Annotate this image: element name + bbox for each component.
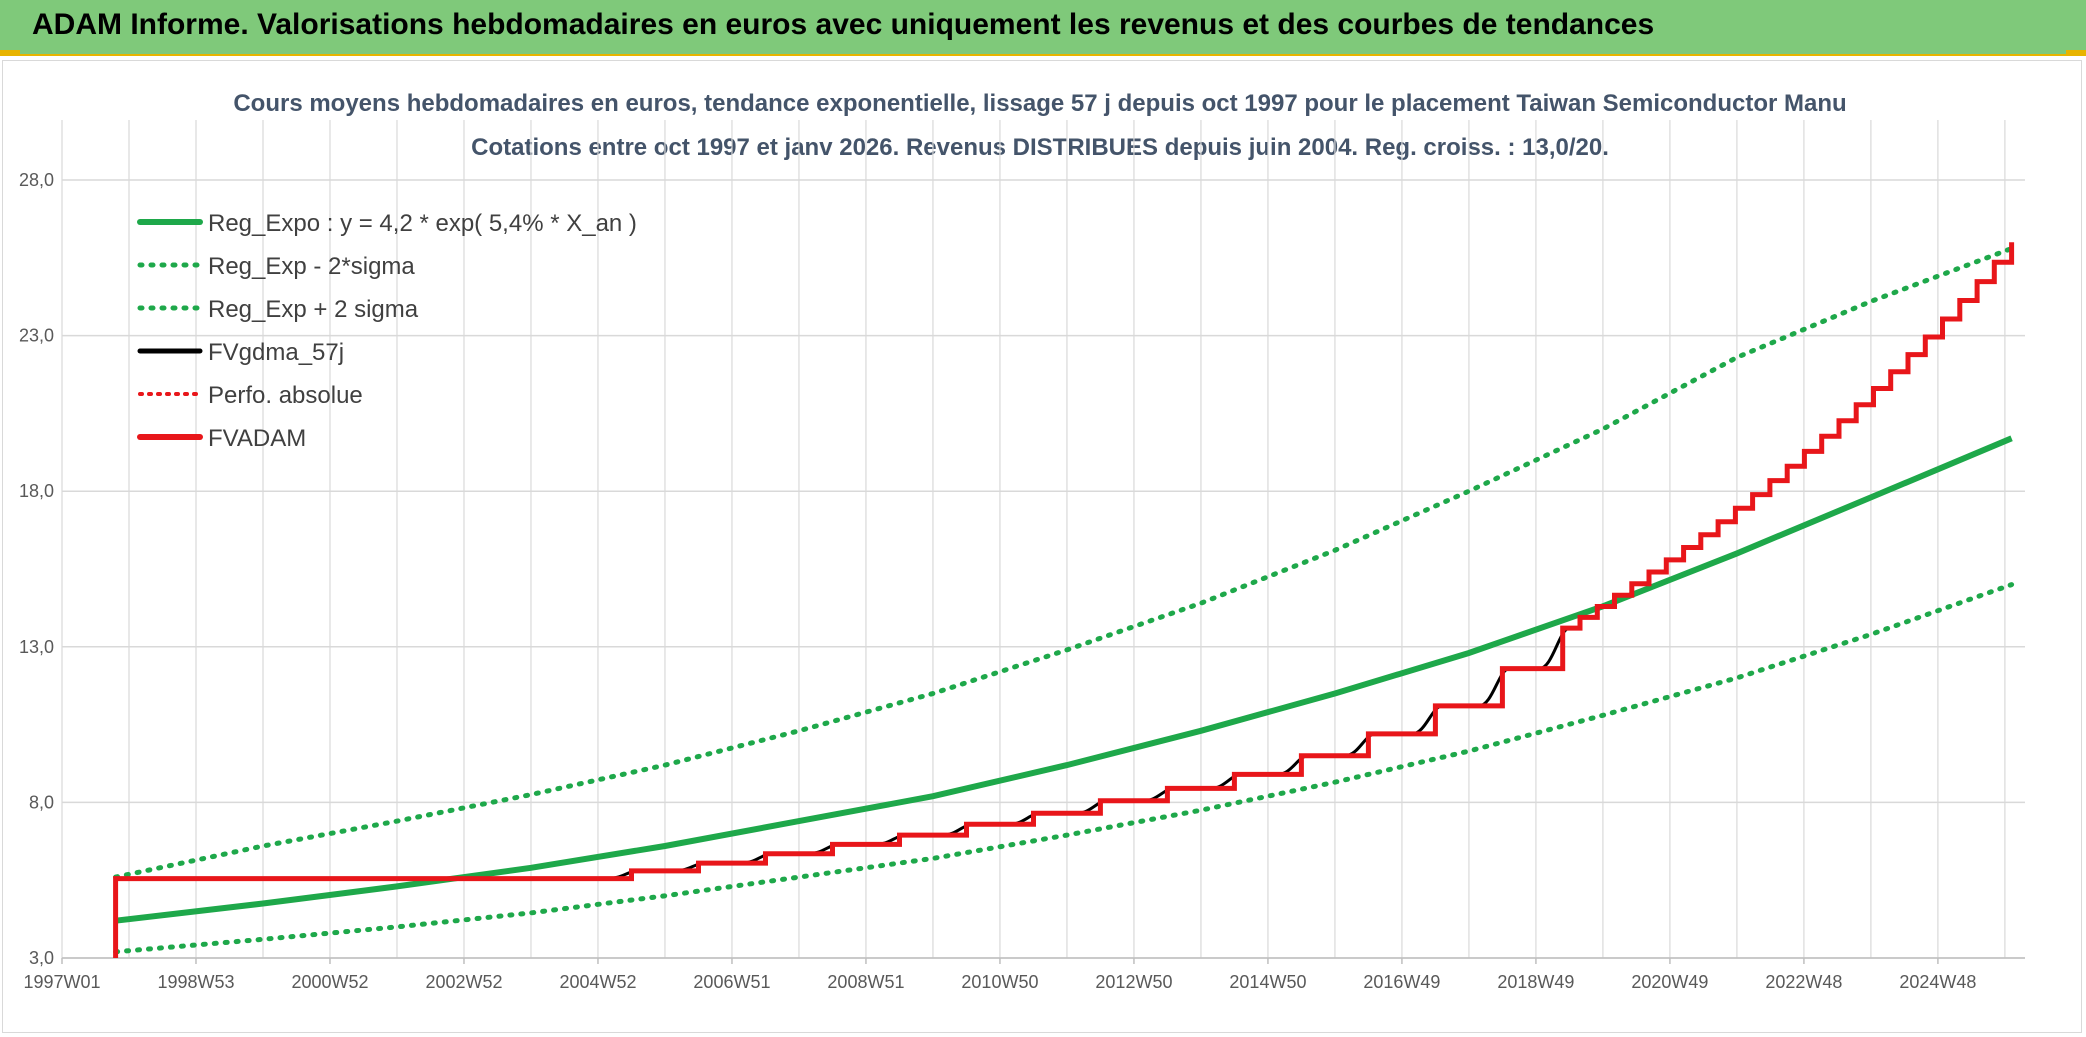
x-tick-label: 2008W51 <box>827 972 904 992</box>
chart-frame <box>2 60 2082 1033</box>
x-tick-label: 2022W48 <box>1765 972 1842 992</box>
chart-series <box>113 242 2015 958</box>
y-tick-label: 3,0 <box>29 948 54 968</box>
legend-label: FVADAM <box>208 425 306 452</box>
series-reg-plus-2sigma <box>113 246 2015 880</box>
report-title: ADAM Informe. Valorisations hebdomadaire… <box>32 8 1655 41</box>
x-tick-label: 2020W49 <box>1631 972 1708 992</box>
x-tick-label: 2018W49 <box>1497 972 1574 992</box>
x-tick-label: 2004W52 <box>559 972 636 992</box>
report-banner: ADAM Informe. Valorisations hebdomadaire… <box>0 0 2086 56</box>
x-tick-label: 2014W50 <box>1229 972 1306 992</box>
x-tick-label: 2000W52 <box>291 972 368 992</box>
y-tick-label: 23,0 <box>19 326 54 346</box>
x-tick-label: 1997W01 <box>23 972 100 992</box>
chart-subtitle: Cotations entre oct 1997 et janv 2026. R… <box>471 134 1609 161</box>
chart-legend: Reg_Expo : y = 4,2 * exp( 5,4% * X_an ) R… <box>137 210 637 452</box>
y-tick-label: 18,0 <box>19 481 54 501</box>
banner-corner-left <box>0 50 20 56</box>
legend-label: Perfo. absolue <box>208 382 363 409</box>
legend-label: Reg_Expo : y = 4,2 * exp( 5,4% * X_an ) <box>208 210 637 237</box>
axis-ticks: 3,0 8,0 13,0 18,0 23,0 28,0 1997W01 1998W53 2000… <box>19 170 2025 992</box>
x-tick-label: 2010W50 <box>961 972 1038 992</box>
x-tick-label: 2012W50 <box>1095 972 1172 992</box>
y-tick-label: 8,0 <box>29 792 54 812</box>
series-reg-minus-2sigma <box>113 582 2015 955</box>
y-tick-label: 28,0 <box>19 170 54 190</box>
x-tick-label: 2024W48 <box>1899 972 1976 992</box>
legend-label: Reg_Exp - 2*sigma <box>208 253 415 280</box>
series-fvadam <box>113 242 2015 958</box>
x-tick-label: 1998W53 <box>157 972 234 992</box>
legend-label: Reg_Exp + 2 sigma <box>208 296 419 323</box>
chart-title: Cours moyens hebdomadaires en euros, ten… <box>233 90 1846 117</box>
chart-grid <box>61 120 2025 959</box>
banner-corner-right <box>2066 50 2086 56</box>
legend-label: FVgdma_57j <box>208 339 344 366</box>
y-tick-label: 13,0 <box>19 637 54 657</box>
x-tick-label: 2002W52 <box>425 972 502 992</box>
x-tick-label: 2016W49 <box>1363 972 1440 992</box>
x-tick-label: 2006W51 <box>693 972 770 992</box>
